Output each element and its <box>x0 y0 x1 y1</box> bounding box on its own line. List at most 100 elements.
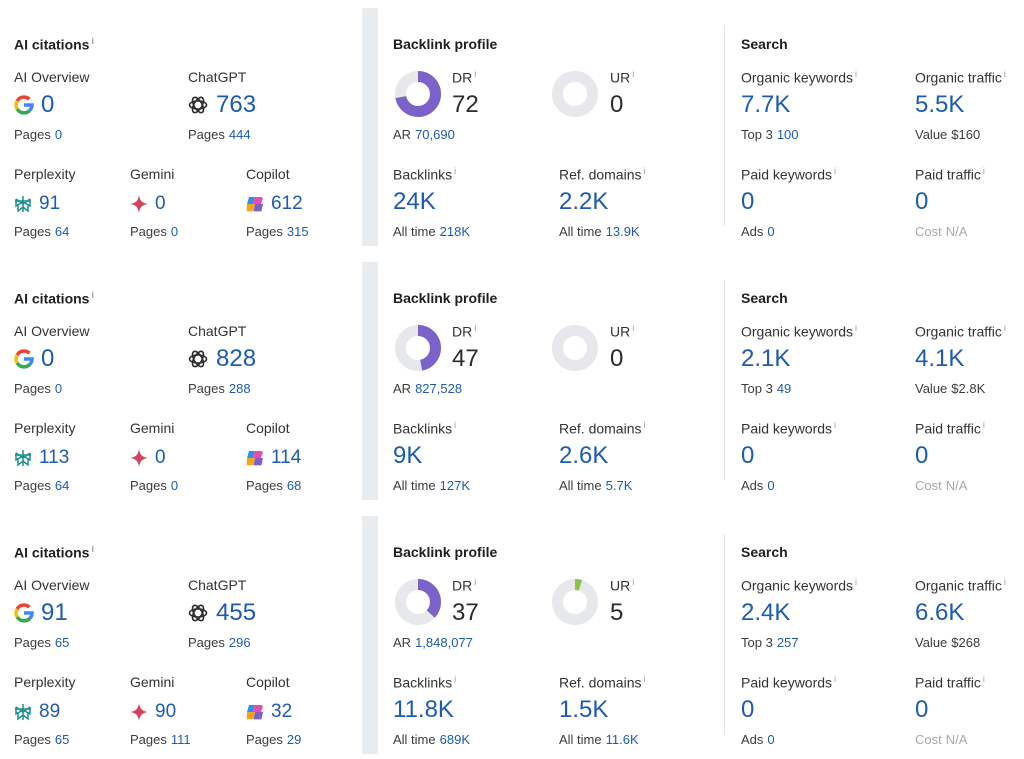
ads-value: Ads 0 <box>741 224 775 239</box>
copilot-icon <box>246 451 263 466</box>
ref-domains-value[interactable]: 2.6K <box>559 442 609 469</box>
paid-keywords-label: Paid keywords i <box>741 674 837 691</box>
backlinks-value[interactable]: 24K <box>393 188 436 215</box>
info-icon[interactable]: i <box>855 577 858 587</box>
info-icon[interactable]: i <box>982 166 985 176</box>
ai-citations-title: AI citations i <box>14 36 94 53</box>
info-icon[interactable]: i <box>834 674 837 684</box>
column-separator <box>724 280 725 480</box>
gemini-pages: Pages 0 <box>130 478 179 493</box>
info-icon[interactable]: i <box>982 420 985 430</box>
organic-keywords-value[interactable]: 7.7K <box>741 91 791 118</box>
backlink-profile-title: Backlink profile <box>393 290 498 306</box>
info-icon[interactable]: i <box>1003 69 1006 79</box>
copilot-value[interactable]: 32 <box>271 701 293 722</box>
info-icon[interactable]: i <box>982 674 985 684</box>
info-icon[interactable]: i <box>643 674 646 684</box>
paid-keywords-value[interactable]: 0 <box>741 696 755 723</box>
info-icon[interactable]: i <box>454 674 457 684</box>
info-icon[interactable]: i <box>643 166 646 176</box>
dr-label: DR i <box>452 323 477 340</box>
gemini-sparkle-icon <box>130 195 148 213</box>
organic-traffic-value[interactable]: 6.6K <box>915 599 965 626</box>
gemini-sparkle-icon <box>130 449 148 467</box>
info-icon[interactable]: i <box>632 577 635 587</box>
paid-traffic-value[interactable]: 0 <box>915 188 929 215</box>
chatgpt-label: ChatGPT <box>188 69 247 85</box>
perplexity-value[interactable]: 113 <box>39 447 70 468</box>
perplexity-pages: Pages 65 <box>14 732 70 747</box>
info-icon[interactable]: i <box>474 69 477 79</box>
organic-traffic-value[interactable]: 4.1K <box>915 345 965 372</box>
perplexity-pages: Pages 64 <box>14 224 70 239</box>
traffic-value: Value $160 <box>915 127 981 142</box>
gemini-value[interactable]: 0 <box>155 447 166 468</box>
perplexity-value[interactable]: 89 <box>39 701 61 722</box>
info-icon[interactable]: i <box>474 323 477 333</box>
dr-donut-fill <box>395 71 441 117</box>
dr-value: 72 <box>452 91 479 118</box>
info-icon[interactable]: i <box>632 69 635 79</box>
organic-keywords-value[interactable]: 2.4K <box>741 599 791 626</box>
top3-value: Top 3 100 <box>741 127 799 142</box>
chatgpt-value[interactable]: 828 <box>216 345 257 372</box>
ai-overview-value[interactable]: 0 <box>41 91 55 118</box>
metrics-row-3: AI citations i AI Overview 91 Pages 65 Cha… <box>0 516 1024 754</box>
info-icon[interactable]: i <box>855 69 858 79</box>
column-separator <box>724 26 725 226</box>
info-icon[interactable]: i <box>834 420 837 430</box>
ads-value: Ads 0 <box>741 478 775 493</box>
info-icon[interactable]: i <box>474 577 477 587</box>
perplexity-icon <box>15 196 31 213</box>
gemini-value[interactable]: 90 <box>155 701 177 722</box>
search-title: Search <box>741 544 788 560</box>
paid-keywords-value[interactable]: 0 <box>741 188 755 215</box>
backlinks-value[interactable]: 11.8K <box>393 696 454 723</box>
backlinks-all-time: All time 689K <box>393 732 470 747</box>
gemini-value[interactable]: 0 <box>155 193 166 214</box>
organic-traffic-label: Organic traffic i <box>915 323 1006 340</box>
ai-overview-value[interactable]: 91 <box>41 599 68 626</box>
perplexity-icon <box>15 450 31 467</box>
ref-domains-value[interactable]: 2.2K <box>559 188 609 215</box>
ref-domains-label: Ref. domains i <box>559 420 646 437</box>
organic-traffic-label: Organic traffic i <box>915 69 1006 86</box>
info-icon[interactable]: i <box>91 544 94 554</box>
panel-divider <box>362 8 378 246</box>
backlinks-label: Backlinks i <box>393 674 457 691</box>
panel-divider <box>362 516 378 754</box>
paid-keywords-label: Paid keywords i <box>741 166 837 183</box>
ai-overview-value[interactable]: 0 <box>41 345 55 372</box>
dr-donut-fill <box>395 579 441 625</box>
top3-value: Top 3 49 <box>741 381 792 396</box>
info-icon[interactable]: i <box>643 420 646 430</box>
ai-citations-title: AI citations i <box>14 544 94 561</box>
paid-keywords-value[interactable]: 0 <box>741 442 755 469</box>
ref-domains-value[interactable]: 1.5K <box>559 696 609 723</box>
chatgpt-value[interactable]: 455 <box>216 599 257 626</box>
info-icon[interactable]: i <box>1003 577 1006 587</box>
info-icon[interactable]: i <box>855 323 858 333</box>
copilot-value[interactable]: 114 <box>271 447 302 468</box>
info-icon[interactable]: i <box>834 166 837 176</box>
organic-traffic-value[interactable]: 5.5K <box>915 91 965 118</box>
info-icon[interactable]: i <box>91 36 94 46</box>
metrics-row-2: AI citations i AI Overview 0 Pages 0 ChatG… <box>0 262 1024 500</box>
paid-traffic-value[interactable]: 0 <box>915 696 929 723</box>
ref-domains-all-time: All time 13.9K <box>559 224 640 239</box>
paid-traffic-value[interactable]: 0 <box>915 442 929 469</box>
info-icon[interactable]: i <box>91 290 94 300</box>
info-icon[interactable]: i <box>454 420 457 430</box>
organic-keywords-value[interactable]: 2.1K <box>741 345 791 372</box>
info-icon[interactable]: i <box>1003 323 1006 333</box>
perplexity-value[interactable]: 91 <box>39 193 61 214</box>
copilot-value[interactable]: 612 <box>271 193 303 214</box>
info-icon[interactable]: i <box>632 323 635 333</box>
perplexity-label: Perplexity <box>14 166 76 182</box>
info-icon[interactable]: i <box>454 166 457 176</box>
dr-donut <box>395 325 441 371</box>
gemini-sparkle-icon <box>130 703 148 721</box>
backlinks-value[interactable]: 9K <box>393 442 423 469</box>
ur-value: 5 <box>610 599 624 626</box>
chatgpt-value[interactable]: 763 <box>216 91 257 118</box>
